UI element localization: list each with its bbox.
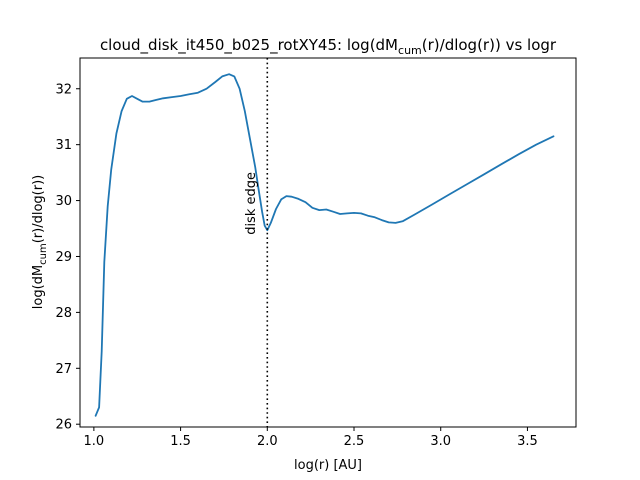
y-tick-label: 29 xyxy=(55,250,72,265)
disk-edge-label: disk edge xyxy=(244,172,259,235)
x-axis-label: log(r) [AU] xyxy=(294,458,362,473)
y-tick-label: 31 xyxy=(55,138,72,153)
axes-frame xyxy=(79,57,577,428)
y-tick-label: 30 xyxy=(55,194,72,209)
series-line-0 xyxy=(94,73,555,417)
y-tick-label: 28 xyxy=(55,306,72,321)
x-tick-label: 3.5 xyxy=(517,434,538,449)
y-axis-label: log(dMcum(r)/dlog(r)) xyxy=(31,175,49,309)
y-tick-label: 27 xyxy=(55,362,72,377)
chart-title: cloud_disk_it450_b025_rotXY45: log(dMcum… xyxy=(100,36,557,57)
x-tick-label: 1.0 xyxy=(84,434,105,449)
x-tick-label: 2.5 xyxy=(344,434,365,449)
x-tick-label: 3.0 xyxy=(430,434,451,449)
plot-area: disk edge xyxy=(94,58,555,427)
x-axis: 1.0 1.5 2.0 2.5 3.0 3.5 xyxy=(84,427,538,449)
x-tick-label: 1.5 xyxy=(170,434,191,449)
y-axis: 26 27 28 29 30 31 32 xyxy=(55,82,80,433)
y-tick-label: 32 xyxy=(55,82,72,97)
y-tick-label: 26 xyxy=(55,418,72,433)
x-tick-label: 2.0 xyxy=(257,434,278,449)
